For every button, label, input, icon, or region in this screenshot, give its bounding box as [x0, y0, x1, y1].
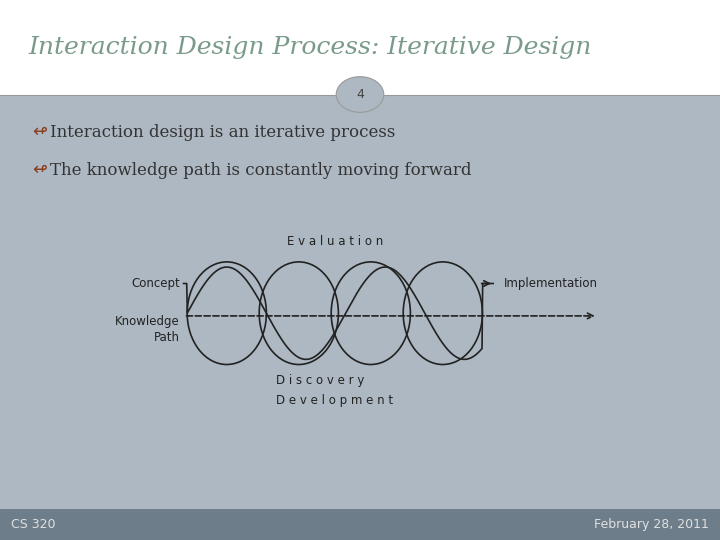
- Text: February 28, 2011: February 28, 2011: [594, 518, 709, 531]
- Text: Concept: Concept: [131, 277, 180, 290]
- Text: Interaction design is an iterative process: Interaction design is an iterative proce…: [50, 124, 396, 141]
- Text: E v a l u a t i o n: E v a l u a t i o n: [287, 235, 383, 248]
- Text: ↫: ↫: [32, 123, 48, 141]
- Text: ↫: ↫: [32, 161, 48, 179]
- FancyBboxPatch shape: [0, 509, 720, 540]
- FancyBboxPatch shape: [0, 0, 720, 94]
- Circle shape: [336, 77, 384, 112]
- Text: D i s c o v e r y: D i s c o v e r y: [276, 374, 364, 387]
- Text: Interaction Design Process: Iterative Design: Interaction Design Process: Iterative De…: [29, 36, 592, 59]
- Text: Implementation: Implementation: [504, 277, 598, 290]
- Text: 4: 4: [356, 88, 364, 101]
- Text: D e v e l o p m e n t: D e v e l o p m e n t: [276, 394, 393, 407]
- Text: Knowledge
Path: Knowledge Path: [115, 315, 180, 344]
- Text: CS 320: CS 320: [11, 518, 55, 531]
- Text: The knowledge path is constantly moving forward: The knowledge path is constantly moving …: [50, 161, 472, 179]
